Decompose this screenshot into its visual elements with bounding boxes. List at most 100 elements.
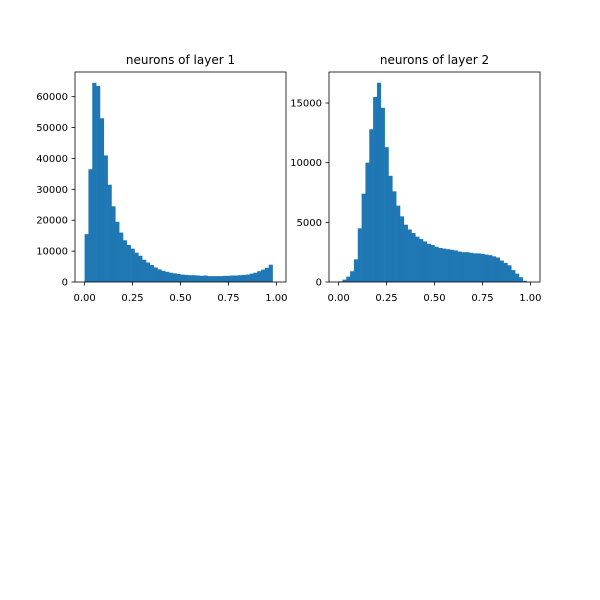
histogram-bar	[411, 233, 416, 282]
histogram-bar	[480, 253, 485, 282]
histogram-bar	[92, 82, 97, 282]
histogram-bar	[515, 273, 520, 282]
histogram-bar	[369, 129, 374, 282]
histogram-bar	[446, 249, 451, 282]
y-axis: 0 5000 10000 15000	[290, 99, 329, 289]
bars	[84, 82, 273, 282]
histogram-bar	[153, 267, 158, 282]
histogram-bar	[99, 118, 105, 282]
histogram-bar	[107, 184, 112, 282]
histogram-bar	[84, 234, 89, 282]
x-tick-label: 1.00	[265, 293, 287, 304]
y-tick-label: 0	[62, 278, 68, 289]
histogram-bar	[257, 271, 262, 282]
histogram-bar	[119, 232, 124, 282]
histogram-bar	[149, 265, 154, 282]
histogram-bar	[142, 259, 147, 282]
x-tick-label: 0.75	[217, 293, 239, 304]
histogram-bar	[115, 221, 120, 282]
histogram-bar	[96, 85, 101, 282]
histogram-bar	[507, 265, 512, 282]
histogram-bar	[195, 275, 200, 282]
histogram-bar	[488, 255, 493, 282]
histogram-bar	[465, 252, 470, 282]
histogram-bar	[241, 274, 247, 282]
histogram-bar	[350, 271, 355, 282]
chart-title: neurons of layer 1	[126, 53, 235, 67]
y-tick-label: 10000	[36, 247, 68, 258]
histogram-bar	[111, 206, 116, 282]
plot-frame	[328, 71, 541, 283]
histogram-bar	[238, 275, 243, 282]
y-tick-label: 30000	[36, 185, 68, 196]
histogram-bar	[384, 147, 389, 282]
histogram-bar	[88, 169, 93, 282]
histogram-bar	[203, 275, 208, 282]
y-tick-label: 20000	[36, 216, 68, 227]
histogram-bar	[122, 240, 128, 282]
histogram-bar	[476, 253, 481, 282]
histogram-bar	[403, 224, 408, 282]
histogram-bar	[415, 236, 420, 282]
histogram-bar	[472, 253, 477, 282]
histogram-bar	[438, 247, 443, 282]
x-tick-label: 0.00	[327, 293, 349, 304]
histogram-bar	[457, 251, 462, 282]
histogram-bar	[218, 276, 223, 282]
histogram-bar	[157, 269, 162, 282]
histogram-bar	[492, 256, 497, 282]
histogram-bar	[376, 82, 382, 282]
histogram-bar	[365, 162, 370, 282]
x-axis: 0.00 0.25 0.50 0.75 1.00	[327, 282, 542, 304]
histogram-bar	[264, 267, 270, 282]
histogram-bar	[499, 260, 504, 282]
histogram-bar	[346, 276, 351, 282]
histogram-bar	[518, 277, 524, 282]
x-axis: 0.00 0.25 0.50 0.75 1.00	[73, 282, 288, 304]
histogram-bar	[192, 275, 197, 282]
histogram-bar	[184, 274, 189, 282]
histogram-bar	[161, 270, 166, 282]
x-tick-label: 0.75	[471, 293, 493, 304]
y-tick-label: 15000	[290, 99, 322, 110]
chart-title: neurons of layer 2	[380, 53, 489, 67]
histogram-bar	[168, 272, 174, 282]
x-tick-label: 0.25	[375, 293, 397, 304]
histogram-bar	[126, 244, 131, 282]
histogram-bar	[380, 107, 385, 282]
histogram-bar	[503, 262, 508, 282]
histogram-bar	[469, 252, 474, 282]
histogram-bar	[180, 274, 185, 282]
histogram-bar	[419, 239, 424, 282]
histogram-bar	[222, 275, 227, 282]
histogram-bar	[442, 248, 447, 282]
histogram-bar	[511, 270, 516, 282]
histogram-bar	[522, 280, 527, 282]
bars	[338, 82, 527, 282]
histogram-bar	[422, 241, 428, 282]
histogram-bar	[207, 276, 212, 282]
histogram-bar	[392, 191, 397, 282]
y-tick-label: 40000	[36, 154, 68, 165]
x-tick-label: 0.50	[423, 293, 445, 304]
histogram-bar	[495, 257, 501, 282]
histogram-bar	[426, 243, 431, 282]
panel-layer-1: neurons of layer 1 0 10000 20000 30000 40000…	[36, 53, 287, 304]
histogram-bar	[253, 272, 258, 282]
histogram-bar	[138, 255, 143, 282]
x-tick-label: 0.50	[169, 293, 191, 304]
plot-frame	[74, 71, 287, 283]
histogram-bar	[188, 275, 193, 282]
histogram-bar	[268, 264, 273, 282]
histogram-bar	[130, 248, 135, 282]
histogram-bar	[215, 276, 220, 282]
histogram-bar	[396, 205, 401, 282]
histogram-bar	[165, 271, 170, 282]
y-tick-label: 60000	[36, 92, 68, 103]
histogram-bar	[449, 249, 454, 282]
histogram-bar	[134, 252, 139, 282]
histogram-bar	[484, 254, 489, 282]
histogram-bar	[453, 250, 458, 282]
histogram-bar	[430, 245, 435, 282]
